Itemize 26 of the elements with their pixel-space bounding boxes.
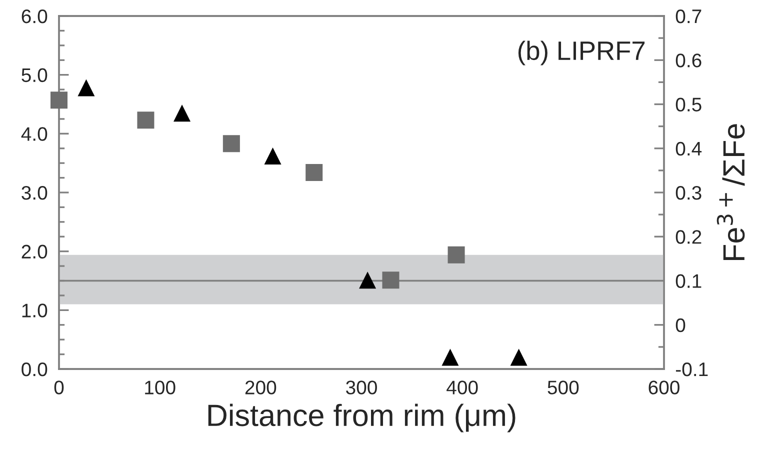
y2-axis-title: Fe$^{3+}$/ΣFe (716, 124, 745, 260)
x-tick-label: 100 (145, 380, 176, 394)
x-tick-label: 400 (446, 380, 478, 394)
y-tick-label: 1.0 (22, 304, 48, 318)
y-tick-label: 3.0 (22, 186, 48, 200)
annotation: (b) LIPRF7 (518, 40, 645, 66)
y2-tick-label: 0.5 (676, 98, 702, 112)
y2-tick-label: 0 (676, 318, 686, 332)
x-tick-label: 0 (54, 380, 64, 394)
y2-tick-label: 0.7 (676, 9, 702, 24)
x-tick-label: 600 (648, 380, 680, 394)
x-tick-label: 500 (548, 380, 579, 394)
y2-tick-label: 0.2 (676, 230, 702, 244)
y-tick-label: 2.0 (22, 244, 48, 259)
y2-tick-label: 0.4 (676, 142, 702, 156)
y2-tick-label: 0.3 (676, 186, 702, 200)
y2-tick-label: -0.1 (676, 362, 708, 376)
y-tick-label: 4.0 (21, 127, 48, 141)
x-tick-label: 300 (346, 380, 377, 394)
y2-tick-label: 0.6 (676, 54, 702, 68)
y-tick-label: 0.0 (22, 362, 48, 376)
y2-tick-label: 0.1 (676, 274, 702, 288)
y-tick-label: 6.0 (22, 9, 48, 24)
x-axis-title: Distance from rim (μm) (208, 404, 516, 432)
x-tick-label: 200 (245, 380, 276, 394)
y-tick-label: 5.0 (22, 68, 48, 82)
